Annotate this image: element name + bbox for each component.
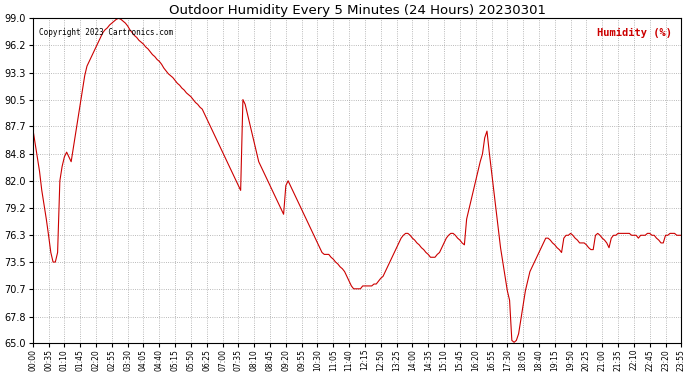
- Text: Copyright 2023 Cartronics.com: Copyright 2023 Cartronics.com: [39, 28, 173, 37]
- Title: Outdoor Humidity Every 5 Minutes (24 Hours) 20230301: Outdoor Humidity Every 5 Minutes (24 Hou…: [168, 4, 546, 17]
- Text: Humidity (%): Humidity (%): [597, 28, 671, 38]
